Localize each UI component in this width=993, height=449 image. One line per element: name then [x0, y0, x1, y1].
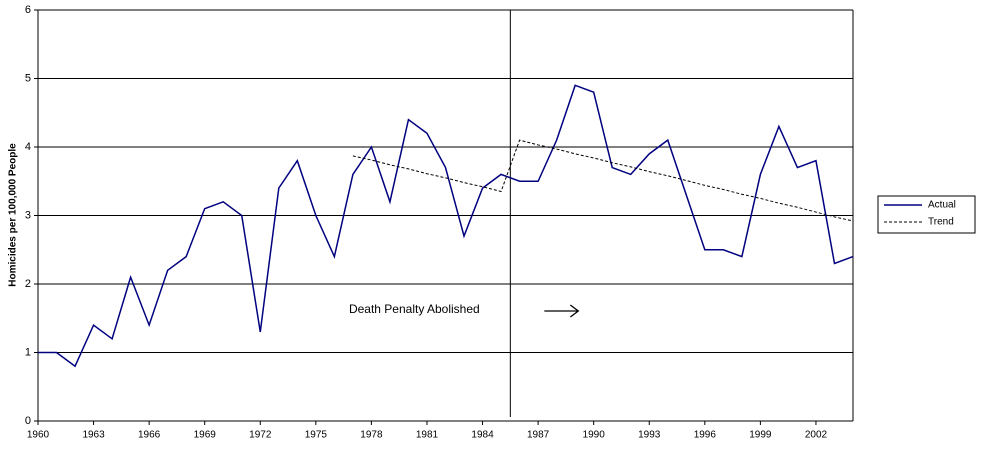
x-tick-label: 1999 — [749, 430, 772, 441]
y-tick-label: 6 — [25, 4, 31, 16]
x-tick-label: 1990 — [583, 430, 606, 441]
y-tick-label: 4 — [25, 141, 31, 153]
x-tick-label: 1969 — [194, 430, 217, 441]
x-tick-label: 1960 — [27, 430, 50, 441]
series-line — [38, 84, 854, 368]
y-tick-label: 5 — [25, 72, 31, 84]
y-axis-label: Homicides per 100,000 People — [8, 143, 19, 287]
y-tick-label: 2 — [25, 278, 31, 290]
x-tick-label: 1981 — [416, 430, 439, 441]
annotation: Death Penalty Abolished — [349, 302, 480, 316]
x-tick-label: 1972 — [249, 430, 272, 441]
x-tick-label: 1984 — [471, 430, 494, 441]
x-tick-label: 1993 — [638, 430, 661, 441]
y-tick-label: 1 — [25, 346, 31, 358]
x-tick-label: 1966 — [138, 430, 161, 441]
legend — [877, 195, 976, 234]
legend-label: Trend — [928, 217, 954, 228]
x-tick-label: 1996 — [694, 430, 717, 441]
x-tick-label: 2002 — [805, 430, 828, 441]
x-tick-label: 1987 — [527, 430, 550, 441]
annotation-arrow — [544, 304, 580, 318]
x-tick-label: 1963 — [82, 430, 105, 441]
legend-box — [877, 195, 976, 234]
x-tick-label: 1978 — [360, 430, 383, 441]
series-line — [352, 139, 854, 222]
x-tick-label: 1975 — [305, 430, 328, 441]
y-tick-label: 0 — [25, 415, 31, 427]
legend-label: Actual — [928, 200, 956, 211]
y-tick-label: 3 — [25, 209, 31, 221]
